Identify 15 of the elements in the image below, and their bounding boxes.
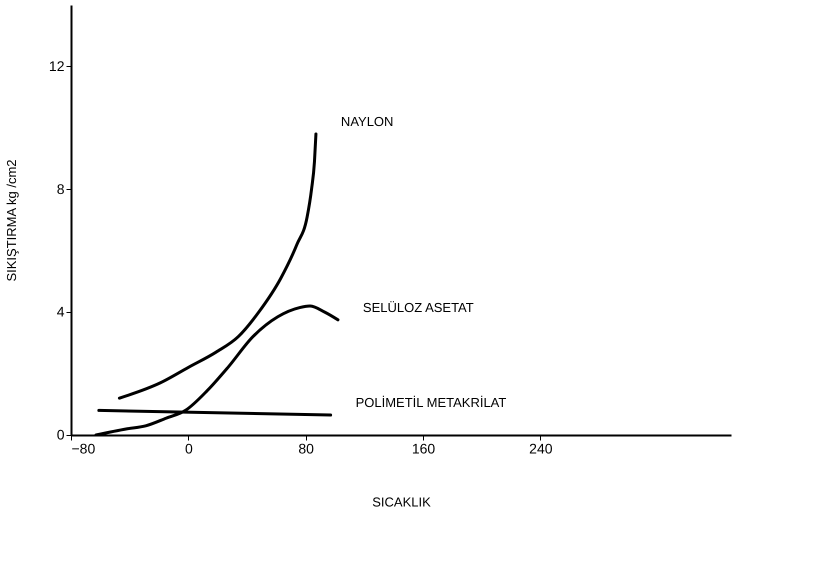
y-tick-label: 0 [56, 426, 65, 442]
x-tick-label: 160 [412, 440, 436, 456]
x-tick-label: −80 [72, 440, 96, 456]
y-tick-label: 8 [56, 180, 65, 197]
series-label: POLİMETİL METAKRİLAT [356, 395, 506, 410]
y-tick-label: 12 [48, 58, 65, 74]
line-series [118, 132, 318, 400]
x-axis-title: SICAKLIK [372, 494, 432, 510]
x-tick-label: 80 [298, 440, 314, 456]
x-tick-label: 0 [184, 440, 193, 456]
series-label: NAYLON [340, 114, 394, 129]
y-tick-label: 4 [56, 304, 65, 320]
series-label: SELÜLOZ ASETAT [362, 300, 474, 315]
x-tick-label: 240 [529, 440, 553, 456]
y-axis-title: SIKIŞTIRMA kg /cm2 [4, 159, 19, 282]
